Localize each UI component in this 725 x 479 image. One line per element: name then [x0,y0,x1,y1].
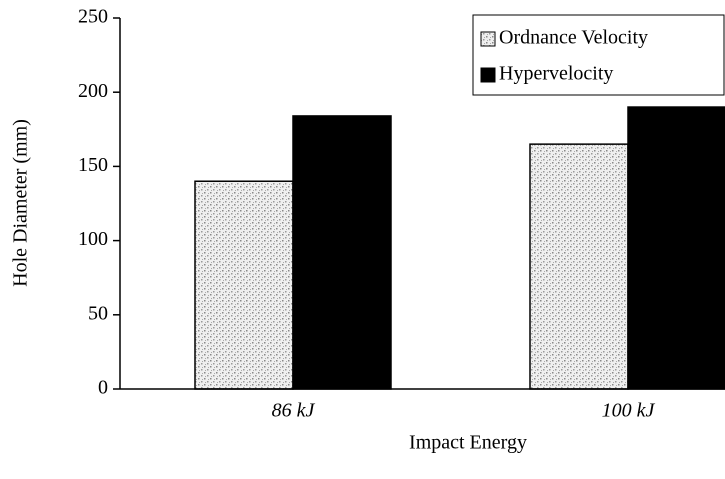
bar [627,106,725,390]
x-tick-label: 100 kJ [602,400,656,422]
y-tick-label: 0 [98,377,108,399]
x-tick-label: 86 kJ [272,400,316,422]
y-tick-label: 200 [78,80,108,102]
legend-label: Ordnance Velocity [499,27,648,49]
y-axis-label: Hole Diameter (mm) [10,119,32,287]
y-tick-label: 50 [88,302,108,324]
legend-swatch [480,31,496,47]
legend-box [472,14,725,96]
y-tick-label: 150 [78,154,108,176]
legend-label: Hypervelocity [499,63,613,85]
legend-swatch [480,67,496,83]
bar [194,180,294,390]
bar [529,143,629,390]
x-axis-label: Impact Energy [409,432,527,454]
y-tick-label: 100 [78,228,108,250]
bar [292,115,392,390]
y-tick-label: 250 [78,6,108,28]
